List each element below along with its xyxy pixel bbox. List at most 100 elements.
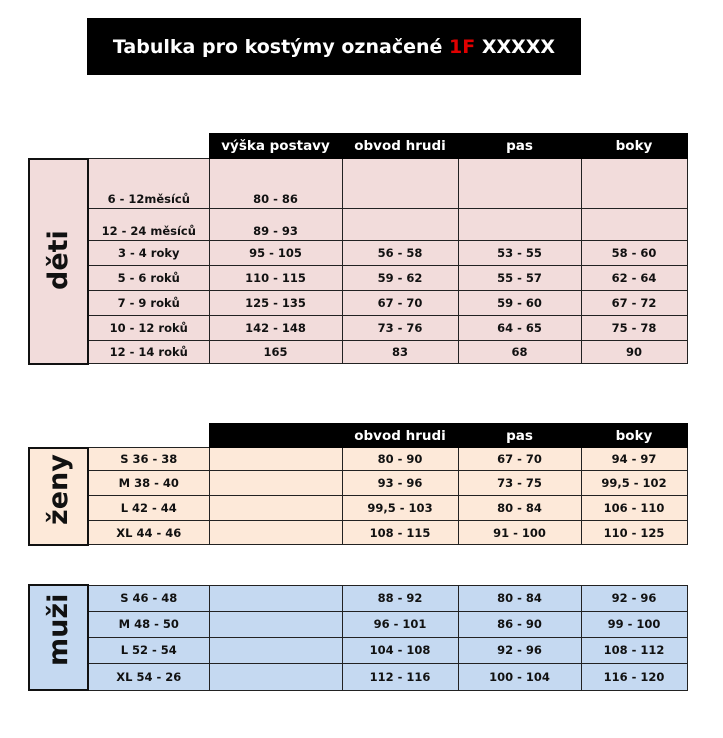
height-cell: 80 - 86: [208, 158, 343, 209]
chest-cell: 80 - 90: [341, 447, 459, 471]
column-header: pas: [457, 423, 582, 448]
height-cell: 142 - 148: [208, 315, 343, 341]
table-row: M 48 - 50 96 - 101 86 - 90 99 - 100: [29, 610, 688, 638]
column-header: pas: [457, 133, 582, 159]
hips-cell: 99 - 100: [580, 610, 688, 638]
column-header: obvod hrudi: [341, 133, 459, 159]
waist-cell: 86 - 90: [457, 610, 582, 638]
size-cell: 5 - 6 roků: [87, 265, 210, 291]
size-cell: L 52 - 54: [87, 636, 210, 664]
column-header: [88, 424, 209, 448]
hips-cell: 90: [580, 340, 688, 364]
size-cell: S 46 - 48: [87, 584, 210, 612]
table-row: L 42 - 44 99,5 - 103 80 - 84 106 - 110: [29, 495, 688, 521]
height-cell: [208, 520, 343, 545]
column-header: [29, 134, 88, 159]
column-header: boky: [580, 133, 688, 159]
size-cell: 12 - 14 roků: [87, 340, 210, 364]
hips-cell: 99,5 - 102: [580, 470, 688, 496]
chest-cell: 96 - 101: [341, 610, 459, 638]
size-cell: S 36 - 38: [87, 447, 210, 471]
waist-cell: 80 - 84: [457, 495, 582, 521]
height-cell: 165: [208, 340, 343, 364]
size-cell: XL 54 - 26: [87, 662, 210, 691]
page-title: Tabulka pro kostýmy označené 1F XXXXX: [87, 18, 581, 75]
height-cell: 125 - 135: [208, 290, 343, 316]
waist-cell: 73 - 75: [457, 470, 582, 496]
header-row: obvod hrudi pas boky: [29, 423, 688, 448]
chest-cell: 56 - 58: [341, 240, 459, 266]
group-label: muži: [28, 584, 89, 691]
height-cell: [208, 584, 343, 612]
chest-cell: 99,5 - 103: [341, 495, 459, 521]
column-header: výška postavy: [208, 133, 343, 159]
header-row: výška postavy obvod hrudi pas boky: [29, 133, 688, 159]
size-table-2: obvod hrudi pas boky ženy S 36 - 38 80 - 90 67…: [28, 423, 688, 546]
hips-cell: [580, 208, 688, 241]
table-row: děti 6 - 12měsíců 80 - 86: [28, 157, 688, 365]
chest-cell: 104 - 108: [341, 636, 459, 664]
table-row: M 38 - 40 93 - 96 73 - 75 99,5 - 102: [29, 470, 688, 496]
column-header: [208, 423, 343, 448]
group-label: děti: [28, 157, 89, 365]
hips-cell: 94 - 97: [580, 447, 688, 471]
chest-cell: 112 - 116: [341, 662, 459, 691]
table-row: 7 - 9 roků 125 - 135 67 - 70 59 - 60 67 - 72: [29, 290, 688, 316]
height-cell: [208, 447, 343, 471]
height-cell: [208, 662, 343, 691]
title-accent: 1F: [449, 35, 476, 58]
group-label-text: muži: [43, 593, 74, 666]
height-cell: 89 - 93: [208, 208, 343, 241]
waist-cell: 64 - 65: [457, 315, 582, 341]
table-row: ženy S 36 - 38 80 - 90 67 - 70 94 - 97: [28, 446, 688, 546]
group-label: ženy: [28, 446, 89, 546]
table-row: muži S 46 - 48 88 - 92 80 - 84 92 - 96: [28, 584, 688, 691]
height-cell: [208, 495, 343, 521]
chest-cell: 67 - 70: [341, 290, 459, 316]
hips-cell: 92 - 96: [580, 584, 688, 612]
size-cell: 3 - 4 roky: [87, 240, 210, 266]
chest-cell: [341, 158, 459, 209]
height-cell: 95 - 105: [208, 240, 343, 266]
hips-cell: 116 - 120: [580, 662, 688, 691]
column-header: [88, 134, 209, 159]
table-row: L 52 - 54 104 - 108 92 - 96 108 - 112: [29, 636, 688, 664]
height-cell: [208, 610, 343, 638]
chest-cell: 83: [341, 340, 459, 364]
height-cell: 110 - 115: [208, 265, 343, 291]
height-cell: [208, 470, 343, 496]
table-row: 10 - 12 roků 142 - 148 73 - 76 64 - 65 75 - …: [29, 315, 688, 341]
chest-cell: 93 - 96: [341, 470, 459, 496]
hips-cell: 106 - 110: [580, 495, 688, 521]
size-table-1: výška postavy obvod hrudi pas boky děti 6 - 1…: [28, 133, 688, 365]
size-table-3: muži S 46 - 48 88 - 92 80 - 84 92 - 96 M 48 -…: [28, 584, 688, 691]
size-cell: 12 - 24 měsíců: [87, 208, 210, 241]
column-header: boky: [580, 423, 688, 448]
size-cell: M 48 - 50: [87, 610, 210, 638]
waist-cell: 55 - 57: [457, 265, 582, 291]
chest-cell: [341, 208, 459, 241]
column-header: [29, 424, 88, 448]
group-label-text: děti: [43, 229, 74, 290]
title-text: Tabulka pro kostýmy označené: [112, 35, 449, 58]
hips-cell: 58 - 60: [580, 240, 688, 266]
table-row: 3 - 4 roky 95 - 105 56 - 58 53 - 55 58 - 60: [29, 240, 688, 266]
chest-cell: 108 - 115: [341, 520, 459, 545]
waist-cell: 68: [457, 340, 582, 364]
waist-cell: 53 - 55: [457, 240, 582, 266]
waist-cell: [457, 208, 582, 241]
hips-cell: 108 - 112: [580, 636, 688, 664]
waist-cell: 67 - 70: [457, 447, 582, 471]
table-row: XL 44 - 46 108 - 115 91 - 100 110 - 125: [29, 520, 688, 545]
height-cell: [208, 636, 343, 664]
table-row: 12 - 24 měsíců 89 - 93: [29, 208, 688, 241]
size-cell: L 42 - 44: [87, 495, 210, 521]
chest-cell: 88 - 92: [341, 584, 459, 612]
waist-cell: 91 - 100: [457, 520, 582, 545]
hips-cell: 67 - 72: [580, 290, 688, 316]
title-suffix: XXXXX: [475, 35, 556, 58]
table-row: 5 - 6 roků 110 - 115 59 - 62 55 - 57 62 - 64: [29, 265, 688, 291]
waist-cell: 59 - 60: [457, 290, 582, 316]
hips-cell: 75 - 78: [580, 315, 688, 341]
waist-cell: 80 - 84: [457, 584, 582, 612]
